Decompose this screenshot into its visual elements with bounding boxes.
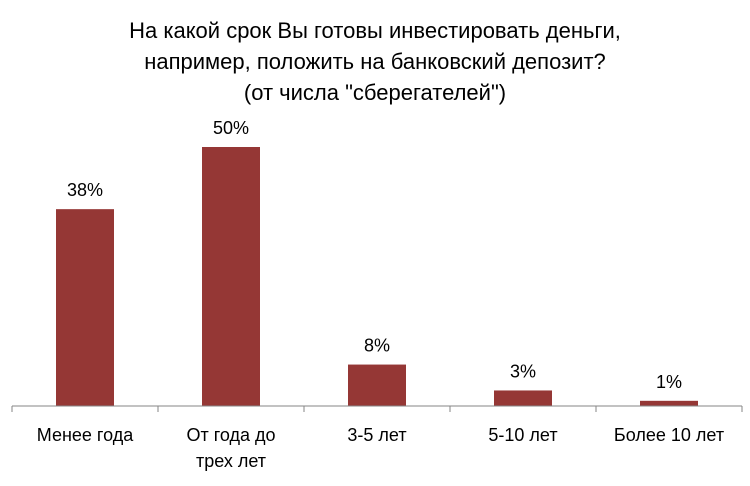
x-axis — [11, 405, 743, 412]
data-label: 3% — [510, 361, 536, 381]
data-label: 1% — [656, 372, 682, 392]
category-label: 3-5 лет — [347, 425, 406, 445]
category-label: От года до — [186, 425, 275, 445]
chart-title-line: На какой срок Вы готовы инвестировать де… — [129, 18, 621, 43]
data-label: 8% — [364, 336, 390, 356]
bar — [348, 364, 406, 406]
chart-title-line: например, положить на банковский депозит… — [144, 49, 606, 74]
category-label: трех лет — [196, 451, 266, 471]
bar — [494, 390, 552, 406]
category-label: Более 10 лет — [614, 425, 724, 445]
category-label: 5-10 лет — [488, 425, 557, 445]
data-labels: 38% 50% 8% 3% 1% — [67, 118, 682, 392]
data-label: 50% — [213, 118, 249, 138]
bar — [640, 400, 698, 406]
bars — [56, 147, 698, 406]
bar — [56, 209, 114, 406]
category-label: Менее года — [37, 425, 134, 445]
category-labels: Менее года От года до трех лет 3-5 лет 5-10 … — [37, 425, 724, 471]
chart-title-line: (от числа "сберегателей") — [244, 80, 506, 105]
data-label: 38% — [67, 180, 103, 200]
bar — [202, 147, 260, 406]
chart-title: На какой срок Вы готовы инвестировать де… — [129, 18, 621, 105]
